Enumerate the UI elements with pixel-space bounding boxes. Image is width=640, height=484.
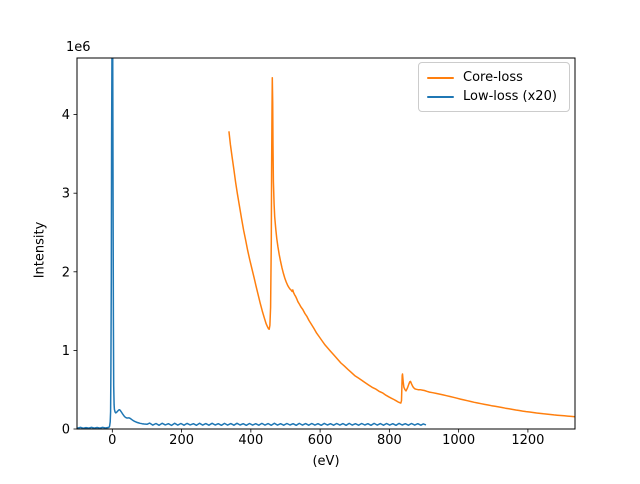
low-loss-x20-line [77,58,427,429]
legend-item-low-loss: Low-loss (x20) [427,87,561,106]
core-loss-line-swatch [427,76,454,79]
legend-label-low-loss: Low-loss (x20) [463,89,557,104]
x-tick-label: 400 [238,433,263,448]
x-tick-label: 1200 [511,433,544,448]
y-axis-label: Intensity [32,221,48,279]
data-series [77,58,575,429]
low-loss-line-swatch [427,95,454,98]
x-tick-label: 1000 [442,433,475,448]
legend-item-core-loss: Core-loss [427,68,561,87]
x-tick-label: 200 [169,433,194,448]
x-axis-label: (eV) [312,454,340,469]
x-tick-label: 0 [108,433,116,448]
y-tick-label: 1 [62,344,70,359]
axis-ticks: 0 200 400 600 800 1000 1200 0 1 2 3 4 [62,108,545,448]
y-tick-label: 3 [62,187,70,202]
y-tick-label: 0 [62,423,70,438]
x-tick-label: 800 [377,433,402,448]
legend-label-core-loss: Core-loss [463,70,523,85]
y-tick-label: 2 [62,265,70,280]
legend: Core-loss Low-loss (x20) [418,62,570,112]
plot-frame [76,57,576,430]
axes-frame [76,57,576,430]
x-tick-label: 600 [308,433,333,448]
y-axis-offset-label: 1e6 [66,40,91,55]
core-loss-line [228,76,575,418]
y-tick-label: 4 [62,108,70,123]
